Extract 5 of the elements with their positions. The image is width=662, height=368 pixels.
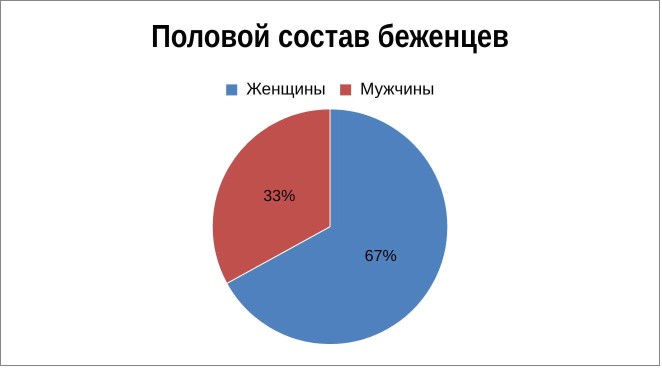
chart-title: Половой состав беженцев — [151, 19, 509, 55]
data-label: 67% — [364, 248, 397, 266]
legend-label: Женщины — [246, 80, 326, 99]
legend-label: Мужчины — [360, 80, 434, 99]
data-label: 33% — [263, 188, 296, 206]
